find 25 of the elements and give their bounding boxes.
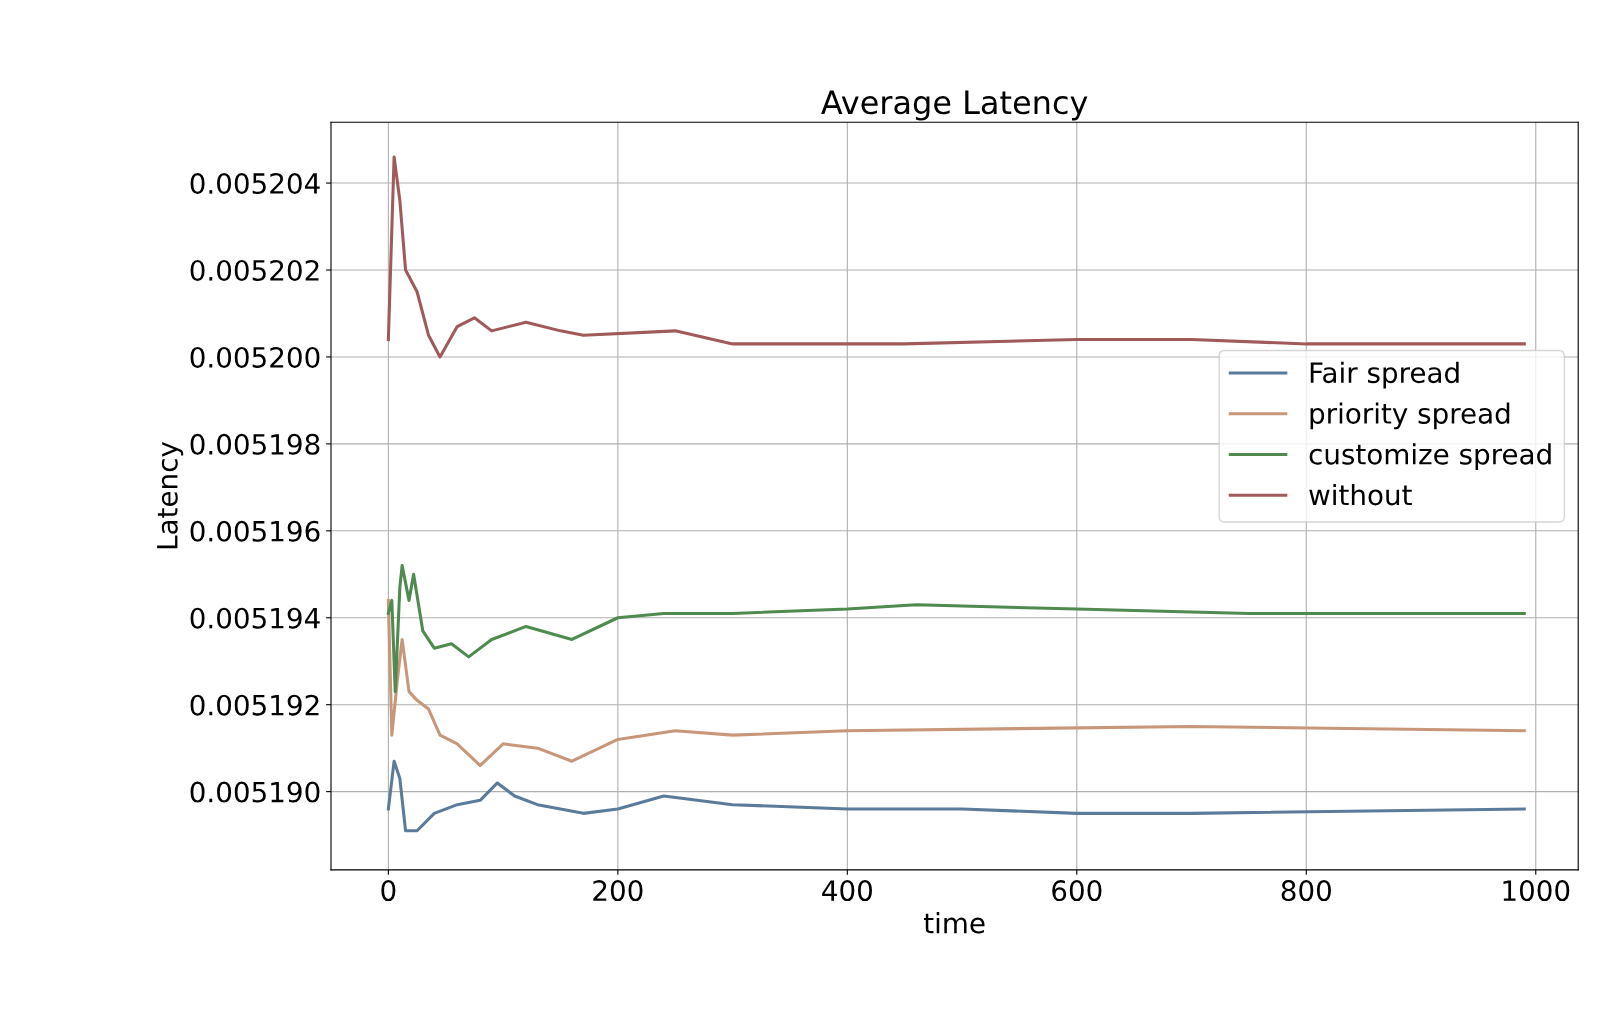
x-tick-label: 0 (381, 880, 396, 902)
x-axis-title: time (923, 912, 985, 934)
line-series (386, 598, 1526, 768)
y-axis-title: Latency (157, 441, 184, 549)
y-tick-label: 0.005194 (190, 607, 320, 629)
x-tick-label: 400 (822, 880, 872, 902)
legend-label: priority spread (1310, 402, 1510, 430)
line-series (386, 155, 1526, 359)
y-tick-label: 0.005200 (190, 346, 320, 368)
x-tick-label: 600 (1052, 880, 1102, 902)
y-tick-label: 0.005196 (190, 520, 320, 542)
y-tick-label: 0.005190 (190, 781, 320, 803)
legend-label: customize spread (1309, 443, 1551, 471)
y-tick-label: 0.005202 (190, 259, 319, 281)
legend-label: without (1309, 483, 1412, 506)
line-series (386, 564, 1526, 694)
y-tick-label: 0.005204 (190, 173, 320, 195)
x-tick-label: 1000 (1503, 880, 1570, 902)
x-tick-label: 800 (1281, 880, 1331, 902)
y-tick-label: 0.005192 (190, 694, 319, 716)
x-tick-label: 200 (593, 880, 643, 902)
line-series (386, 759, 1526, 833)
y-tick-label: 0.005198 (190, 433, 320, 455)
legend-label: Fair spread (1310, 361, 1459, 389)
chart-title: Average Latency (821, 90, 1088, 121)
